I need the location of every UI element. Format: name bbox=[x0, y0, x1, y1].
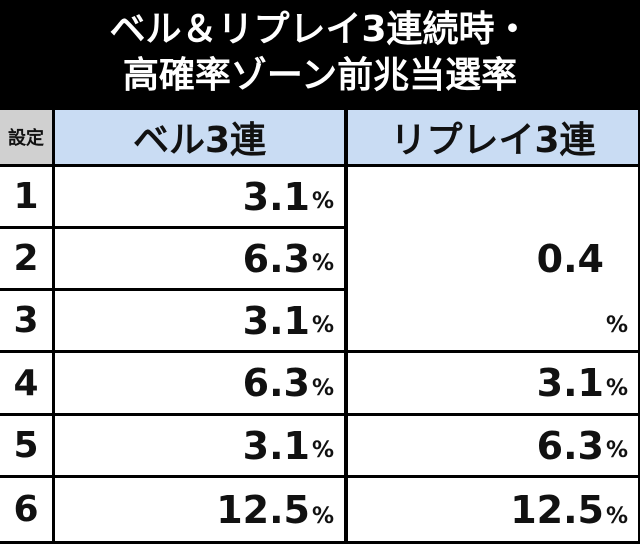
value-unit: % bbox=[605, 438, 628, 463]
value-number: 3.1 bbox=[242, 423, 310, 468]
value-unit: % bbox=[605, 504, 628, 529]
value-cell: 6.3% bbox=[55, 229, 344, 288]
header-cell: ベル3連 bbox=[55, 110, 344, 164]
value-number: 3.1 bbox=[536, 361, 604, 405]
row-label: 6 bbox=[0, 478, 52, 541]
value-number: 3.1 bbox=[242, 298, 310, 343]
value-unit: % bbox=[311, 438, 334, 463]
value-unit: % bbox=[311, 504, 334, 529]
value-number: 6.3 bbox=[536, 423, 604, 468]
value-cell: 3.1% bbox=[348, 353, 638, 413]
value-cell: 6.3% bbox=[55, 353, 344, 413]
value-unit: % bbox=[311, 189, 334, 214]
row-label: 2 bbox=[0, 229, 52, 288]
value-unit: % bbox=[311, 313, 334, 338]
value-cell: 3.1% bbox=[55, 167, 344, 226]
value-number: 6.3 bbox=[242, 236, 310, 281]
value-unit: % bbox=[605, 313, 628, 338]
value-cell: 12.5% bbox=[55, 478, 344, 541]
value-cell: 6.3% bbox=[348, 416, 638, 475]
header-cell: リプレイ3連 bbox=[348, 110, 638, 164]
title-line: ベル＆リプレイ3連続時・ bbox=[109, 9, 531, 50]
value-unit: % bbox=[311, 376, 334, 401]
row-label: 5 bbox=[0, 416, 52, 475]
row-label: 1 bbox=[0, 167, 52, 226]
value-number: 12.5 bbox=[216, 487, 310, 532]
header-cell: 設定 bbox=[0, 110, 52, 164]
value-cell: 12.5% bbox=[348, 478, 638, 541]
value-cell: 0.4% bbox=[348, 167, 638, 350]
row-label: 3 bbox=[0, 291, 52, 350]
value-cell: 3.1% bbox=[55, 416, 344, 475]
value-number: 0.4 bbox=[536, 236, 604, 281]
value-number: 3.1 bbox=[242, 174, 310, 219]
value-cell: 3.1% bbox=[55, 291, 344, 350]
value-unit: % bbox=[311, 251, 334, 276]
row-label: 4 bbox=[0, 353, 52, 413]
value-unit: % bbox=[605, 376, 628, 401]
value-number: 6.3 bbox=[242, 361, 310, 405]
title-line: 高確率ゾーン前兆当選率 bbox=[122, 55, 518, 96]
value-number: 12.5 bbox=[510, 487, 604, 532]
